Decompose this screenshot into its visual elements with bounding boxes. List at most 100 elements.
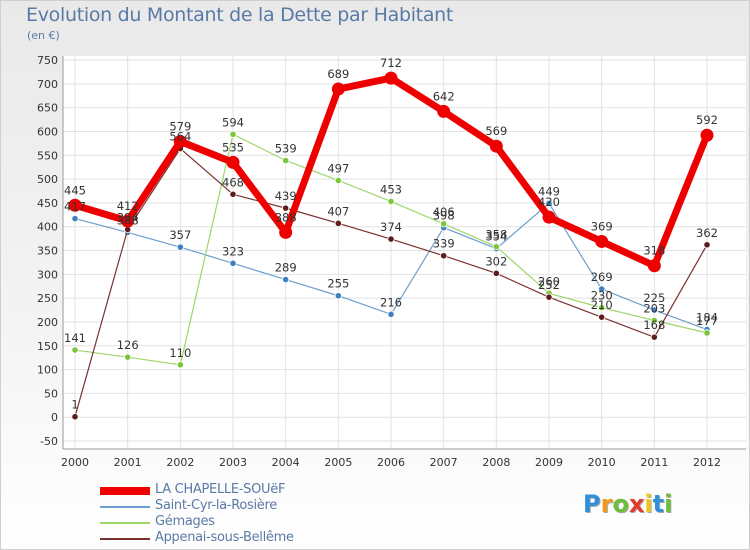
data-point: [176, 243, 184, 251]
data-point: [492, 269, 500, 277]
y-tick-label: 150: [37, 340, 58, 353]
data-label: 642: [433, 89, 455, 103]
data-point: [387, 310, 395, 318]
data-point: [598, 304, 606, 312]
data-label: 225: [643, 291, 665, 305]
data-label: 289: [275, 261, 297, 275]
y-tick-label: 500: [37, 173, 58, 186]
data-label: 394: [117, 211, 139, 225]
data-point: [68, 198, 82, 212]
data-point: [492, 243, 500, 251]
data-label: 388: [117, 213, 139, 227]
legend-swatch: [100, 487, 150, 495]
data-label: 210: [591, 298, 613, 312]
data-point: [334, 176, 342, 185]
x-tick-label: 2001: [114, 456, 142, 469]
data-point: [71, 214, 79, 223]
data-point: [598, 285, 606, 293]
x-tick-label: 2007: [430, 456, 458, 469]
data-label: 535: [222, 140, 244, 154]
x-tick-label: 2006: [377, 456, 405, 469]
legend-swatch: [100, 522, 150, 524]
data-label: 230: [591, 289, 613, 303]
data-point: [650, 306, 658, 314]
data-label: 468: [222, 175, 244, 189]
data-point: [489, 139, 503, 153]
y-tick-label: 350: [37, 245, 58, 258]
data-point: [700, 128, 714, 142]
chart-title: Evolution du Montant de la Dette par Hab…: [26, 4, 454, 26]
x-tick-label: 2009: [535, 456, 563, 469]
x-tick-label: 2004: [272, 456, 300, 469]
data-point: [279, 225, 293, 239]
data-label: 417: [64, 200, 86, 214]
data-label: 497: [327, 161, 349, 175]
data-label: 398: [433, 209, 455, 223]
data-label: 594: [222, 115, 244, 129]
data-label: 569: [485, 124, 507, 138]
data-label: 407: [327, 204, 349, 218]
data-label: 579: [169, 119, 191, 133]
data-label: 110: [169, 346, 191, 360]
y-tick-label: 750: [37, 54, 58, 67]
data-point: [542, 210, 556, 224]
data-label: 141: [64, 331, 86, 345]
data-point: [121, 214, 135, 228]
data-label: 184: [696, 311, 718, 325]
legend-label: Saint-Cyr-la-Rosière: [155, 498, 277, 513]
data-point: [331, 82, 345, 96]
y-tick-label: 100: [37, 364, 58, 377]
data-label: 388: [275, 210, 297, 224]
legend-swatch: [100, 538, 150, 540]
data-label: 339: [433, 237, 455, 251]
data-point: [650, 316, 658, 325]
data-point: [282, 275, 290, 284]
legend-label: Gémages: [155, 514, 215, 529]
data-point: [545, 293, 553, 301]
data-point: [440, 220, 448, 228]
x-tick-label: 2011: [640, 456, 668, 469]
y-tick-label: 300: [37, 268, 58, 281]
data-label: 362: [696, 226, 718, 240]
data-point: [173, 134, 187, 148]
x-tick-label: 2003: [219, 456, 247, 469]
data-label: 412: [117, 199, 139, 213]
data-label: 323: [222, 244, 244, 258]
data-label: 406: [433, 205, 455, 219]
y-tick-label: 550: [37, 149, 58, 162]
data-label: 1: [71, 398, 78, 412]
data-label: 269: [591, 270, 613, 284]
data-label: 358: [485, 228, 507, 242]
chart-subtitle: (en €): [27, 29, 60, 42]
legend-swatch: [100, 506, 150, 508]
data-label: 453: [380, 182, 402, 196]
data-point: [282, 156, 290, 165]
x-tick-label: 2005: [324, 456, 352, 469]
data-point: [229, 130, 237, 138]
y-tick-label: 700: [37, 78, 58, 91]
data-label: 592: [696, 113, 718, 127]
data-point: [650, 333, 658, 341]
data-point: [437, 104, 451, 118]
legend-label: Appenai-sous-Bellême: [155, 530, 294, 545]
data-point: [384, 71, 398, 85]
data-point: [282, 204, 290, 212]
data-label: 252: [538, 278, 560, 292]
data-point: [703, 241, 711, 249]
data-label: 302: [485, 254, 507, 268]
data-label: 374: [380, 220, 402, 234]
data-label: 712: [380, 56, 402, 70]
data-label: 564: [169, 130, 191, 144]
data-label: 177: [696, 314, 718, 328]
y-tick-label: 600: [37, 125, 58, 138]
data-point: [703, 329, 711, 337]
data-label: 354: [485, 230, 507, 244]
data-label: 449: [538, 184, 560, 198]
x-tick-label: 2000: [61, 456, 89, 469]
data-point: [545, 199, 553, 207]
y-tick-label: 200: [37, 316, 58, 329]
data-point: [440, 252, 448, 260]
data-point: [71, 413, 79, 421]
y-tick-label: -50: [40, 435, 58, 448]
